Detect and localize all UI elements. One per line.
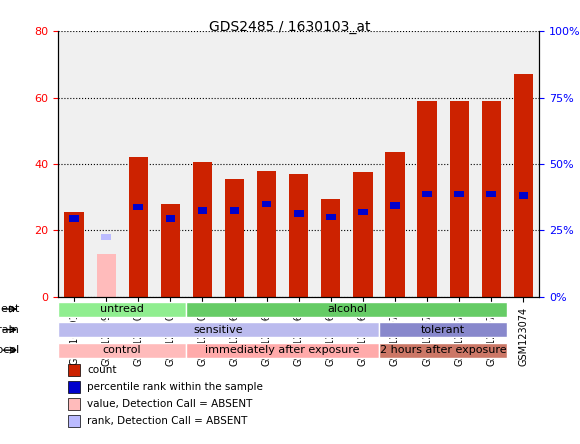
Bar (326, 214, 336, 220)
Text: agent: agent (0, 304, 20, 314)
Bar (487, 190, 496, 197)
Text: tolerant: tolerant (421, 325, 465, 335)
Text: control: control (103, 345, 142, 355)
Bar (514, 74, 533, 297)
Bar (390, 202, 400, 209)
Bar (481, 101, 501, 297)
Text: percentile rank within the sample: percentile rank within the sample (87, 382, 263, 392)
Bar (262, 201, 271, 207)
Bar (96, 254, 116, 297)
Bar (68, 364, 79, 376)
FancyBboxPatch shape (379, 322, 508, 337)
Bar (257, 170, 276, 297)
Bar (133, 204, 143, 210)
Bar (422, 190, 432, 197)
Bar (321, 199, 340, 297)
Bar (129, 157, 148, 297)
Bar (165, 215, 175, 222)
Bar (225, 179, 244, 297)
Bar (68, 415, 79, 427)
Bar (68, 398, 79, 410)
Bar (68, 381, 79, 393)
Text: GDS2485 / 1630103_at: GDS2485 / 1630103_at (209, 20, 371, 34)
Text: rank, Detection Call = ABSENT: rank, Detection Call = ABSENT (87, 416, 247, 426)
Bar (450, 101, 469, 297)
Bar (64, 212, 84, 297)
Text: count: count (87, 365, 117, 375)
FancyBboxPatch shape (186, 343, 379, 358)
FancyBboxPatch shape (58, 322, 379, 337)
Bar (454, 190, 464, 197)
Bar (418, 101, 437, 297)
Bar (519, 192, 528, 199)
Text: value, Detection Call = ABSENT: value, Detection Call = ABSENT (87, 399, 252, 409)
Bar (353, 172, 372, 297)
FancyBboxPatch shape (58, 343, 186, 358)
FancyBboxPatch shape (186, 301, 508, 317)
Text: alcohol: alcohol (327, 304, 367, 314)
Bar (102, 234, 111, 240)
Text: 2 hours after exposure: 2 hours after exposure (380, 345, 506, 355)
Text: protocol: protocol (0, 345, 20, 355)
Text: strain: strain (0, 325, 20, 335)
Bar (289, 174, 309, 297)
Text: immediately after exposure: immediately after exposure (205, 345, 360, 355)
Text: untread: untread (100, 304, 144, 314)
Bar (230, 207, 240, 214)
Bar (358, 209, 368, 215)
FancyBboxPatch shape (58, 301, 186, 317)
Bar (385, 152, 405, 297)
Bar (161, 204, 180, 297)
Text: sensitive: sensitive (194, 325, 243, 335)
Bar (294, 210, 303, 217)
Bar (193, 163, 212, 297)
FancyBboxPatch shape (379, 343, 508, 358)
Bar (198, 207, 207, 214)
Bar (69, 215, 79, 222)
